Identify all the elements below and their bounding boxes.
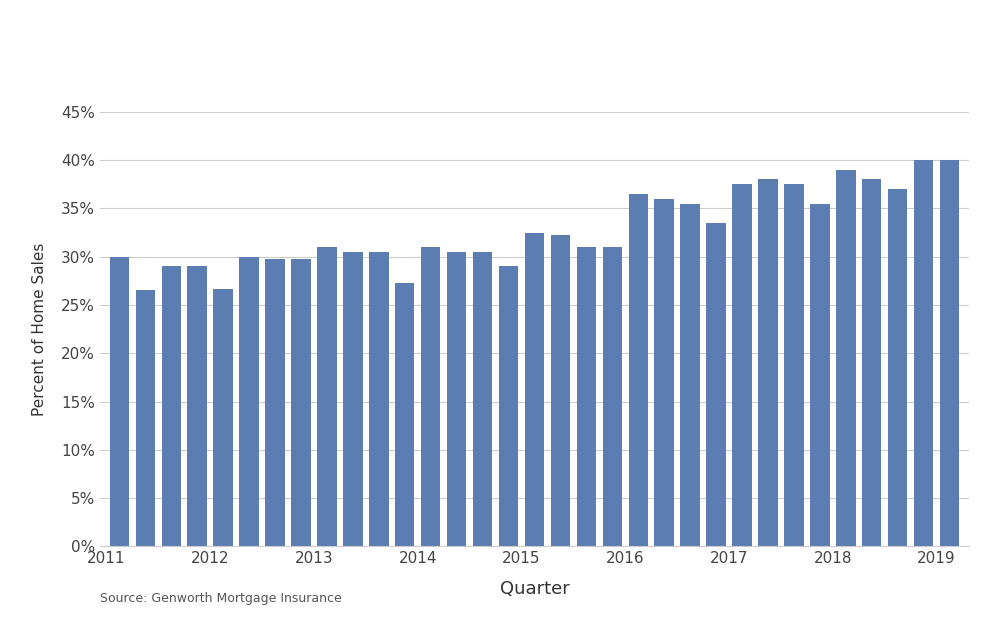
Bar [940, 160, 959, 546]
Text: First-Time Homebuyer Mix – Housing Market: First-Time Homebuyer Mix – Housing Marke… [105, 30, 624, 50]
Bar [188, 266, 207, 546]
Bar [758, 179, 777, 546]
Y-axis label: Percent of Home Sales: Percent of Home Sales [32, 242, 47, 416]
Bar [136, 291, 155, 546]
Bar [628, 194, 648, 546]
Bar [524, 232, 544, 546]
Bar [914, 160, 933, 546]
Bar [447, 252, 467, 546]
Bar [732, 184, 752, 546]
Bar [473, 252, 493, 546]
Bar [421, 247, 441, 546]
Bar [836, 170, 855, 546]
X-axis label: Quarter: Quarter [500, 580, 569, 598]
Bar [862, 179, 881, 546]
Bar [343, 252, 363, 546]
Bar [110, 256, 129, 546]
Bar [784, 184, 803, 546]
Bar [680, 204, 700, 546]
Bar [240, 256, 259, 546]
Bar [706, 223, 726, 546]
Bar [576, 247, 596, 546]
Bar [602, 247, 622, 546]
Bar [214, 289, 233, 546]
Bar [318, 247, 337, 546]
Bar [292, 258, 311, 546]
Bar [888, 189, 907, 546]
Bar [654, 199, 674, 546]
Bar [162, 266, 181, 546]
Bar [266, 258, 285, 546]
Bar [550, 235, 570, 546]
Text: Source: Genworth Mortgage Insurance: Source: Genworth Mortgage Insurance [100, 592, 342, 605]
Text: Fig. 1: Fig. 1 [26, 33, 69, 48]
Bar [499, 266, 518, 546]
Bar [369, 252, 389, 546]
Bar [395, 283, 415, 546]
Bar [810, 204, 829, 546]
